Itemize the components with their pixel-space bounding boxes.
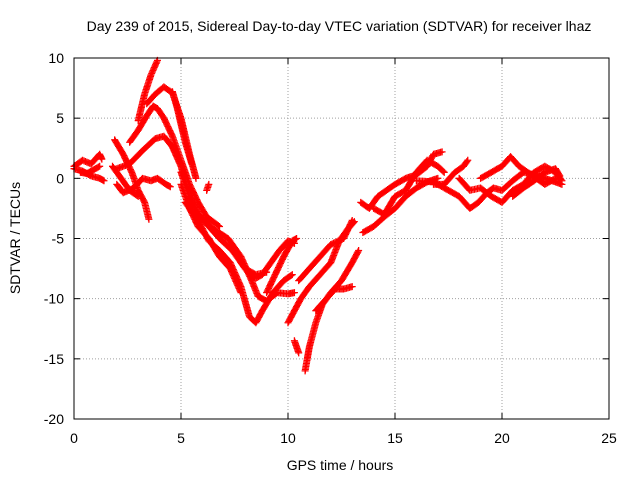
x-tick-label: 0 xyxy=(70,430,78,446)
data-point xyxy=(188,160,196,168)
x-tick-label: 25 xyxy=(601,430,617,446)
data-point xyxy=(288,271,296,279)
data-points xyxy=(70,56,566,375)
data-point xyxy=(438,148,446,156)
data-point xyxy=(464,156,472,164)
data-point xyxy=(145,215,153,223)
series-s14 xyxy=(181,198,296,327)
data-point xyxy=(552,174,559,182)
series-s30 xyxy=(477,153,559,188)
x-tick-label: 15 xyxy=(387,430,403,446)
series-s22 xyxy=(312,283,356,315)
series-s31 xyxy=(509,165,564,200)
data-point xyxy=(96,162,104,170)
series-s17 xyxy=(237,237,298,282)
data-point xyxy=(348,283,356,291)
data-point xyxy=(434,174,442,182)
y-tick-label: -5 xyxy=(52,231,65,247)
data-point xyxy=(100,177,108,185)
data-point xyxy=(295,349,303,357)
data-point xyxy=(214,222,222,230)
data-point xyxy=(192,174,200,182)
series-s1 xyxy=(70,150,106,170)
x-axis-ticks: 0 5 10 15 20 25 xyxy=(70,58,617,446)
x-tick-label: 10 xyxy=(280,430,296,446)
data-point xyxy=(556,172,564,180)
data-point xyxy=(354,248,362,256)
data-point xyxy=(166,183,174,191)
series-s18 xyxy=(263,235,301,297)
data-point xyxy=(216,222,224,230)
y-axis-ticks: -20 -15 -10 -5 0 5 10 xyxy=(44,50,609,427)
data-point xyxy=(439,167,447,175)
data-point xyxy=(94,163,102,171)
series-s27 xyxy=(430,156,472,188)
series-s3 xyxy=(76,162,104,178)
y-axis-label: SDTVAR / TECUs xyxy=(7,182,23,294)
y-tick-label: -15 xyxy=(44,351,64,367)
data-point xyxy=(355,247,363,255)
series-s26 xyxy=(370,156,448,218)
data-point xyxy=(348,218,356,226)
x-tick-label: 20 xyxy=(494,430,510,446)
y-tick-label: -10 xyxy=(44,291,64,307)
data-point xyxy=(293,235,301,242)
data-point xyxy=(98,155,106,163)
data-point xyxy=(440,168,448,176)
data-point xyxy=(348,216,356,224)
chart-title: Day 239 of 2015, Sidereal Day-to-day VTE… xyxy=(87,18,592,34)
data-point xyxy=(463,157,471,165)
series-s16 xyxy=(203,180,213,194)
data-point xyxy=(550,175,558,183)
data-point xyxy=(133,192,141,200)
series-s8 xyxy=(126,102,224,230)
data-point xyxy=(287,271,295,279)
series-s6 xyxy=(113,174,174,197)
data-point xyxy=(558,177,566,185)
y-tick-label: 10 xyxy=(48,50,64,66)
y-tick-label: 5 xyxy=(56,110,64,126)
series-s21 xyxy=(295,216,356,285)
y-tick-label: 0 xyxy=(56,170,64,186)
x-axis-label: GPS time / hours xyxy=(287,457,394,473)
data-point xyxy=(205,180,213,188)
data-point xyxy=(557,176,565,184)
data-point xyxy=(290,289,298,297)
data-point xyxy=(555,171,563,179)
series-s23 xyxy=(290,337,303,357)
series-s11 xyxy=(168,88,196,168)
y-tick-label: -20 xyxy=(44,411,64,427)
data-point xyxy=(134,192,142,200)
x-tick-label: 5 xyxy=(177,430,185,446)
